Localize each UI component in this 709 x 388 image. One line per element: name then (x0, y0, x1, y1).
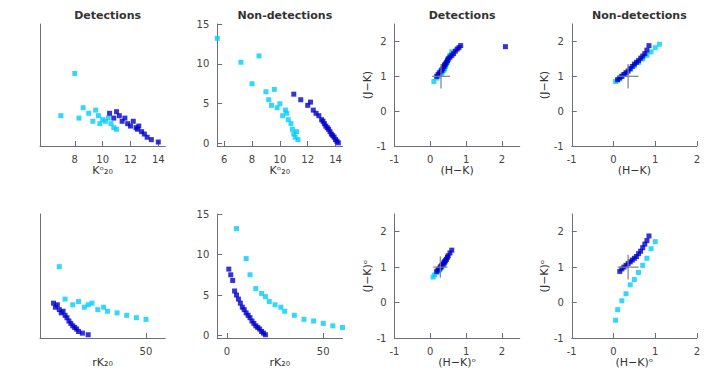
svg-text:2: 2 (694, 154, 700, 165)
svg-text:2: 2 (499, 346, 505, 357)
svg-text:1: 1 (652, 154, 658, 165)
svg-text:10: 10 (197, 58, 210, 69)
svg-text:0: 0 (380, 106, 386, 117)
svg-text:(H−K)ᵒ: (H−K)ᵒ (438, 356, 476, 369)
svg-text:2: 2 (557, 226, 563, 237)
svg-text:(J−K)ᵒ: (J−K)ᵒ (361, 260, 374, 293)
svg-text:Kᵒ₂₀: Kᵒ₂₀ (270, 164, 291, 177)
svg-text:0: 0 (427, 154, 433, 165)
svg-text:rK₂₀: rK₂₀ (92, 356, 113, 369)
svg-text:-1: -1 (377, 141, 387, 152)
svg-text:2: 2 (380, 36, 386, 47)
svg-text:12: 12 (301, 154, 314, 165)
svg-text:1: 1 (557, 71, 563, 82)
svg-text:2: 2 (499, 154, 505, 165)
svg-text:(J−K): (J−K) (538, 71, 551, 99)
svg-text:50: 50 (140, 346, 153, 357)
svg-text:1: 1 (380, 262, 386, 273)
svg-text:-1: -1 (554, 141, 564, 152)
svg-text:6: 6 (221, 154, 227, 165)
svg-text:0: 0 (427, 346, 433, 357)
svg-text:0: 0 (203, 138, 209, 149)
svg-text:(H−K): (H−K) (618, 164, 651, 177)
svg-text:15: 15 (197, 209, 210, 220)
svg-text:(J−K)ᵒ: (J−K)ᵒ (538, 260, 551, 293)
svg-text:-1: -1 (377, 333, 387, 344)
svg-text:14: 14 (152, 154, 165, 165)
svg-text:0: 0 (203, 330, 209, 341)
svg-text:2: 2 (557, 36, 563, 47)
svg-text:12: 12 (124, 154, 137, 165)
svg-text:1: 1 (463, 346, 469, 357)
svg-text:(H−K)ᵒ: (H−K)ᵒ (615, 356, 653, 369)
svg-text:Detections: Detections (74, 9, 141, 22)
svg-text:Detections: Detections (429, 9, 496, 22)
svg-text:0: 0 (557, 297, 563, 308)
svg-text:10: 10 (96, 154, 109, 165)
svg-text:(H−K): (H−K) (440, 164, 473, 177)
svg-text:8: 8 (72, 154, 78, 165)
svg-text:10: 10 (197, 249, 210, 260)
svg-text:5: 5 (203, 290, 209, 301)
svg-text:8: 8 (249, 154, 255, 165)
svg-text:-1: -1 (390, 154, 400, 165)
svg-text:(J−K): (J−K) (361, 71, 374, 99)
svg-text:50: 50 (317, 346, 330, 357)
svg-text:-1: -1 (390, 346, 400, 357)
svg-text:0: 0 (380, 297, 386, 308)
svg-text:Non-detections: Non-detections (592, 9, 687, 22)
svg-text:1: 1 (557, 262, 563, 273)
svg-text:rK₂₀: rK₂₀ (270, 356, 291, 369)
svg-text:1: 1 (652, 346, 658, 357)
svg-text:5: 5 (203, 98, 209, 109)
svg-text:-1: -1 (567, 154, 577, 165)
svg-text:-1: -1 (554, 333, 564, 344)
svg-text:1: 1 (380, 71, 386, 82)
svg-text:Non-detections: Non-detections (238, 9, 333, 22)
svg-text:-1: -1 (567, 346, 577, 357)
svg-text:Kᵒ₂₀: Kᵒ₂₀ (92, 164, 113, 177)
svg-text:10: 10 (274, 154, 287, 165)
svg-text:0: 0 (610, 346, 616, 357)
svg-text:0: 0 (610, 154, 616, 165)
svg-text:0: 0 (224, 346, 230, 357)
svg-text:0: 0 (557, 106, 563, 117)
svg-text:1: 1 (463, 154, 469, 165)
svg-text:2: 2 (694, 346, 700, 357)
svg-text:2: 2 (380, 226, 386, 237)
svg-text:14: 14 (329, 154, 342, 165)
svg-text:15: 15 (197, 19, 210, 30)
